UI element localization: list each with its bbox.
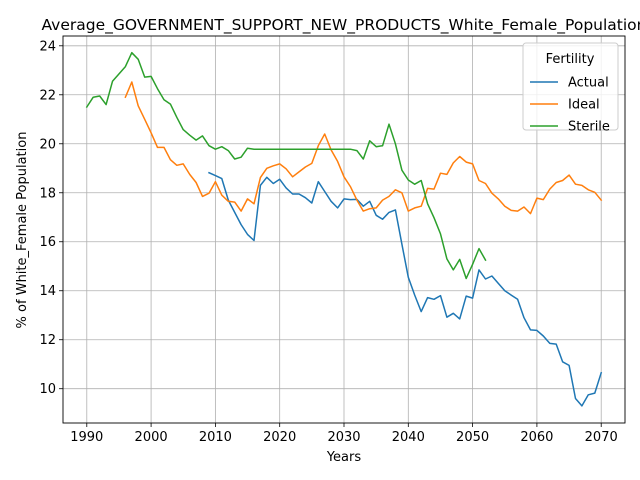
- y-tick-label: 14: [39, 284, 56, 299]
- x-tick-label: 2040: [392, 430, 425, 445]
- series-line-ideal: [124, 81, 603, 215]
- x-tick-label: 2070: [585, 430, 618, 445]
- legend-label-ideal: Ideal: [568, 98, 600, 113]
- x-axis: 1990 2000 2010 2020 2030 2040 2050 2060 2070: [70, 423, 618, 445]
- y-tick-label: 20: [39, 137, 56, 152]
- x-tick-label: 2050: [456, 430, 489, 445]
- series-line-actual: [208, 171, 603, 407]
- x-tick-label: 2000: [135, 430, 168, 445]
- y-tick-label: 24: [39, 39, 56, 54]
- y-tick-label: 10: [39, 382, 56, 397]
- x-axis-label: Years: [326, 450, 362, 465]
- legend-label-sterile: Sterile: [568, 120, 610, 135]
- y-axis: 10 12 14 16 18 20 22 24: [39, 39, 63, 397]
- series-lines: [85, 51, 603, 407]
- legend-box: [522, 42, 619, 131]
- y-tick-label: 22: [39, 88, 56, 103]
- legend-label-actual: Actual: [568, 76, 609, 91]
- x-tick-label: 2010: [199, 430, 232, 445]
- chart-title: Average_GOVERNMENT_SUPPORT_NEW_PRODUCTS_…: [41, 16, 640, 35]
- series-line-sterile: [85, 51, 487, 280]
- x-tick-label: 2060: [520, 430, 553, 445]
- legend-items: Actual Ideal Sterile: [530, 76, 610, 135]
- legend: Fertility Actual Ideal Sterile: [522, 42, 619, 135]
- x-tick-label: 2020: [263, 430, 296, 445]
- legend-title: Fertility: [546, 52, 595, 67]
- y-tick-label: 18: [39, 186, 56, 201]
- x-tick-label: 2030: [327, 430, 360, 445]
- y-tick-label: 16: [39, 235, 56, 250]
- x-tick-label: 1990: [70, 430, 103, 445]
- y-tick-label: 12: [39, 333, 56, 348]
- y-axis-label: % of White_Female Population: [15, 132, 30, 329]
